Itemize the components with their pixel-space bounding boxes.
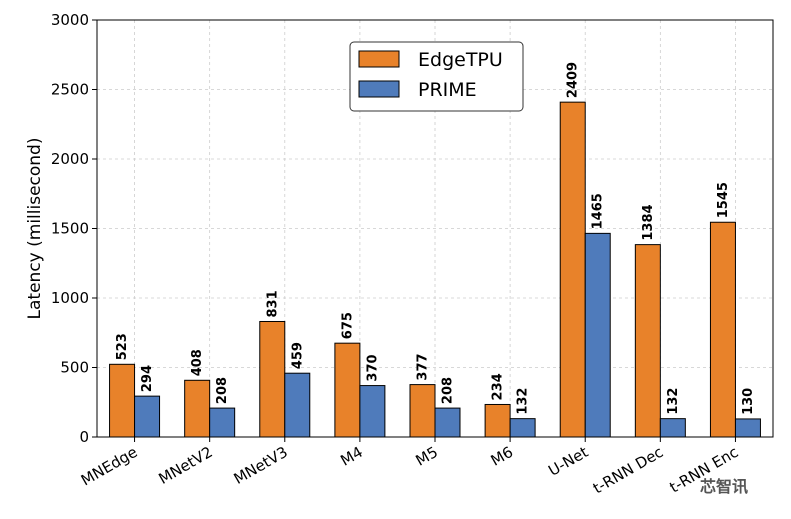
bar-edgetpu-mnedge: [109, 363, 136, 438]
x-category-label: M4: [337, 443, 365, 470]
bar-value-label: 1465: [591, 193, 606, 229]
bar-value-label: 377: [416, 353, 431, 380]
x-category-label: M5: [413, 443, 441, 470]
bar-prime-mnetv2: [209, 407, 236, 438]
bar-edgetpu-u-net: [559, 101, 586, 438]
bar-prime-t-rnn-enc: [734, 418, 761, 438]
legend-label: EdgeTPU: [418, 49, 503, 71]
bar-prime-m6: [509, 418, 536, 438]
bar-value-label: 1545: [716, 182, 731, 218]
bar-value-label: 675: [340, 312, 355, 339]
x-category-label: M6: [488, 443, 516, 470]
x-category-label: t-RNN Dec: [590, 443, 667, 498]
bar-value-label: 523: [115, 333, 130, 360]
y-tick-label: 1000: [51, 289, 89, 307]
bar-prime-mnetv3: [284, 372, 311, 438]
x-category-label: U-Net: [545, 443, 591, 480]
bar-value-label: 831: [265, 290, 280, 317]
bar-value-label: 459: [290, 342, 305, 369]
y-axis-label: Latency (millisecond): [25, 138, 45, 320]
bar-value-label: 1384: [641, 204, 656, 240]
bar-edgetpu-t-rnn-dec: [634, 244, 661, 438]
y-tick-label: 2000: [51, 150, 89, 168]
x-category-label: MNetV2: [156, 443, 216, 488]
bar-value-label: 2409: [566, 62, 581, 98]
bar-edgetpu-t-rnn-enc: [709, 221, 736, 438]
y-tick-label: 500: [60, 359, 89, 377]
bar-prime-mnedge: [134, 395, 161, 438]
bar-prime-m4: [359, 385, 386, 438]
bar-value-labels: 523 294 408 208 831 459 675 370 377 208 234 132 2409…: [115, 62, 756, 415]
legend-swatch: [358, 50, 400, 68]
legend: EdgeTPU PRIME: [349, 41, 524, 112]
bar-prime-m5: [434, 407, 461, 438]
bar-value-label: 208: [441, 377, 456, 404]
y-axis-ticks: 0 500 1000 1500 2000 2500 3000: [51, 11, 97, 446]
bar-value-label: 234: [491, 373, 506, 400]
bar-edgetpu-m6: [484, 403, 511, 438]
bar-edgetpu-mnetv2: [184, 379, 211, 438]
bar-prime-t-rnn-dec: [659, 418, 686, 438]
bar-value-label: 130: [741, 388, 756, 415]
bar-edgetpu-m4: [334, 342, 361, 438]
bar-value-label: 408: [190, 349, 205, 376]
x-category-label: MNEdge: [78, 443, 141, 490]
legend-label: PRIME: [418, 79, 477, 101]
bar-value-label: 132: [516, 388, 531, 415]
y-tick-label: 2500: [51, 81, 89, 99]
y-tick-label: 3000: [51, 11, 89, 29]
x-category-label: MNetV3: [231, 443, 291, 488]
bar-edgetpu-m5: [409, 384, 436, 438]
bar-value-label: 132: [666, 388, 681, 415]
watermark-text: 芯智讯: [700, 477, 748, 496]
bar-edgetpu-mnetv3: [259, 320, 286, 438]
bar-prime-u-net: [584, 232, 611, 438]
bar-value-label: 208: [215, 377, 230, 404]
y-tick-label: 1500: [51, 220, 89, 238]
legend-swatch: [358, 80, 400, 98]
bar-value-label: 294: [140, 365, 155, 392]
bar-value-label: 370: [365, 354, 380, 381]
y-tick-label: 0: [79, 428, 89, 446]
bars-group: [109, 101, 761, 438]
